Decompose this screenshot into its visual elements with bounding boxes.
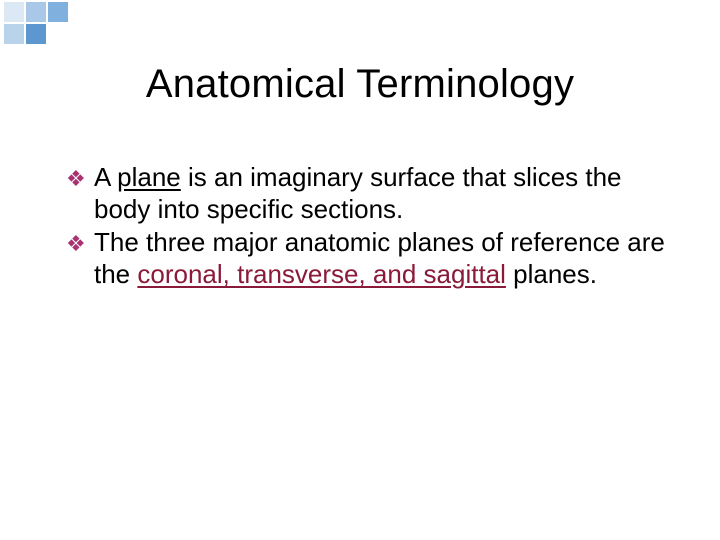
bullet-item: ❖A plane is an imaginary surface that sl… <box>66 162 666 225</box>
text-run: A <box>94 162 117 192</box>
diamond-bullet-icon: ❖ <box>66 231 86 258</box>
deco-square <box>26 24 46 44</box>
bullet-item: ❖The three major anatomic planes of refe… <box>66 227 666 290</box>
text-run: plane <box>117 162 181 192</box>
deco-square <box>4 2 24 22</box>
deco-square <box>48 2 68 22</box>
slide-body: ❖A plane is an imaginary surface that sl… <box>66 162 666 293</box>
deco-square <box>4 24 24 44</box>
slide: Anatomical Terminology ❖A plane is an im… <box>0 0 720 540</box>
text-run: coronal, transverse, and sagittal <box>137 259 506 289</box>
corner-decoration <box>0 0 160 46</box>
slide-title: Anatomical Terminology <box>0 62 720 107</box>
text-run: planes. <box>506 259 597 289</box>
diamond-bullet-icon: ❖ <box>66 166 86 193</box>
deco-square <box>26 2 46 22</box>
